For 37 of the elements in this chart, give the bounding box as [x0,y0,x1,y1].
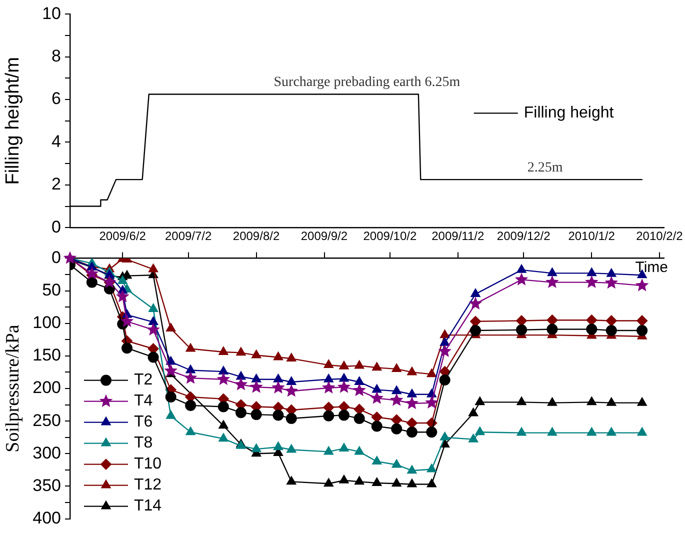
y-tick-label: 250 [32,410,61,430]
y-tick-label: 0 [52,217,61,236]
x-tick-label: 2009/10/2 [363,229,417,244]
x-tick-label: 2009/8/2 [232,229,280,244]
legend-label: T14 [134,498,162,515]
legend-label: T2 [134,372,153,389]
legend-label: Filling height [524,104,614,122]
y-tick-label: 4 [52,132,61,151]
x-tick-label: 2009/9/2 [300,229,348,244]
legend-label: T12 [134,476,162,494]
legend-label: T6 [134,414,153,431]
legend-label: T4 [134,392,153,410]
y-tick-label: 150 [32,346,61,365]
annotation: Surcharge prebading earth 6.25m [274,75,460,90]
y-tick-label: 100 [32,313,61,332]
y-tick-label: 6 [52,89,61,108]
y-tick-label: 400 [32,508,61,528]
x-tick-label: 2009/6/2 [99,229,146,244]
x-tick-label: 2009/11/2 [432,229,484,244]
y-tick-label: 2 [52,174,61,194]
legend-label: T10 [134,456,162,473]
y-tick-label: 50 [42,280,61,300]
x-tick-label: 2009/12/2 [496,229,551,244]
y-tick-label: 300 [32,443,61,462]
y-tick-label: 200 [32,378,61,398]
annotation: 2.25m [527,160,563,176]
y-tick-label: 10 [42,4,61,23]
x-tick-label: 2009/7/2 [164,229,212,244]
legend-label: T8 [134,434,153,452]
y-tick-label: 8 [52,46,61,66]
x-tick-label: 2010/1/2 [568,229,616,244]
y-tick-label: 0 [52,248,61,267]
y-axis-title: Filling height/m [2,57,24,185]
y-tick-label: 350 [32,476,61,495]
x-tick-label: 2010/2/2 [636,229,684,244]
x-axis-title: Time [635,258,668,276]
y-axis-title: Soilpressure/kPa [2,324,24,452]
